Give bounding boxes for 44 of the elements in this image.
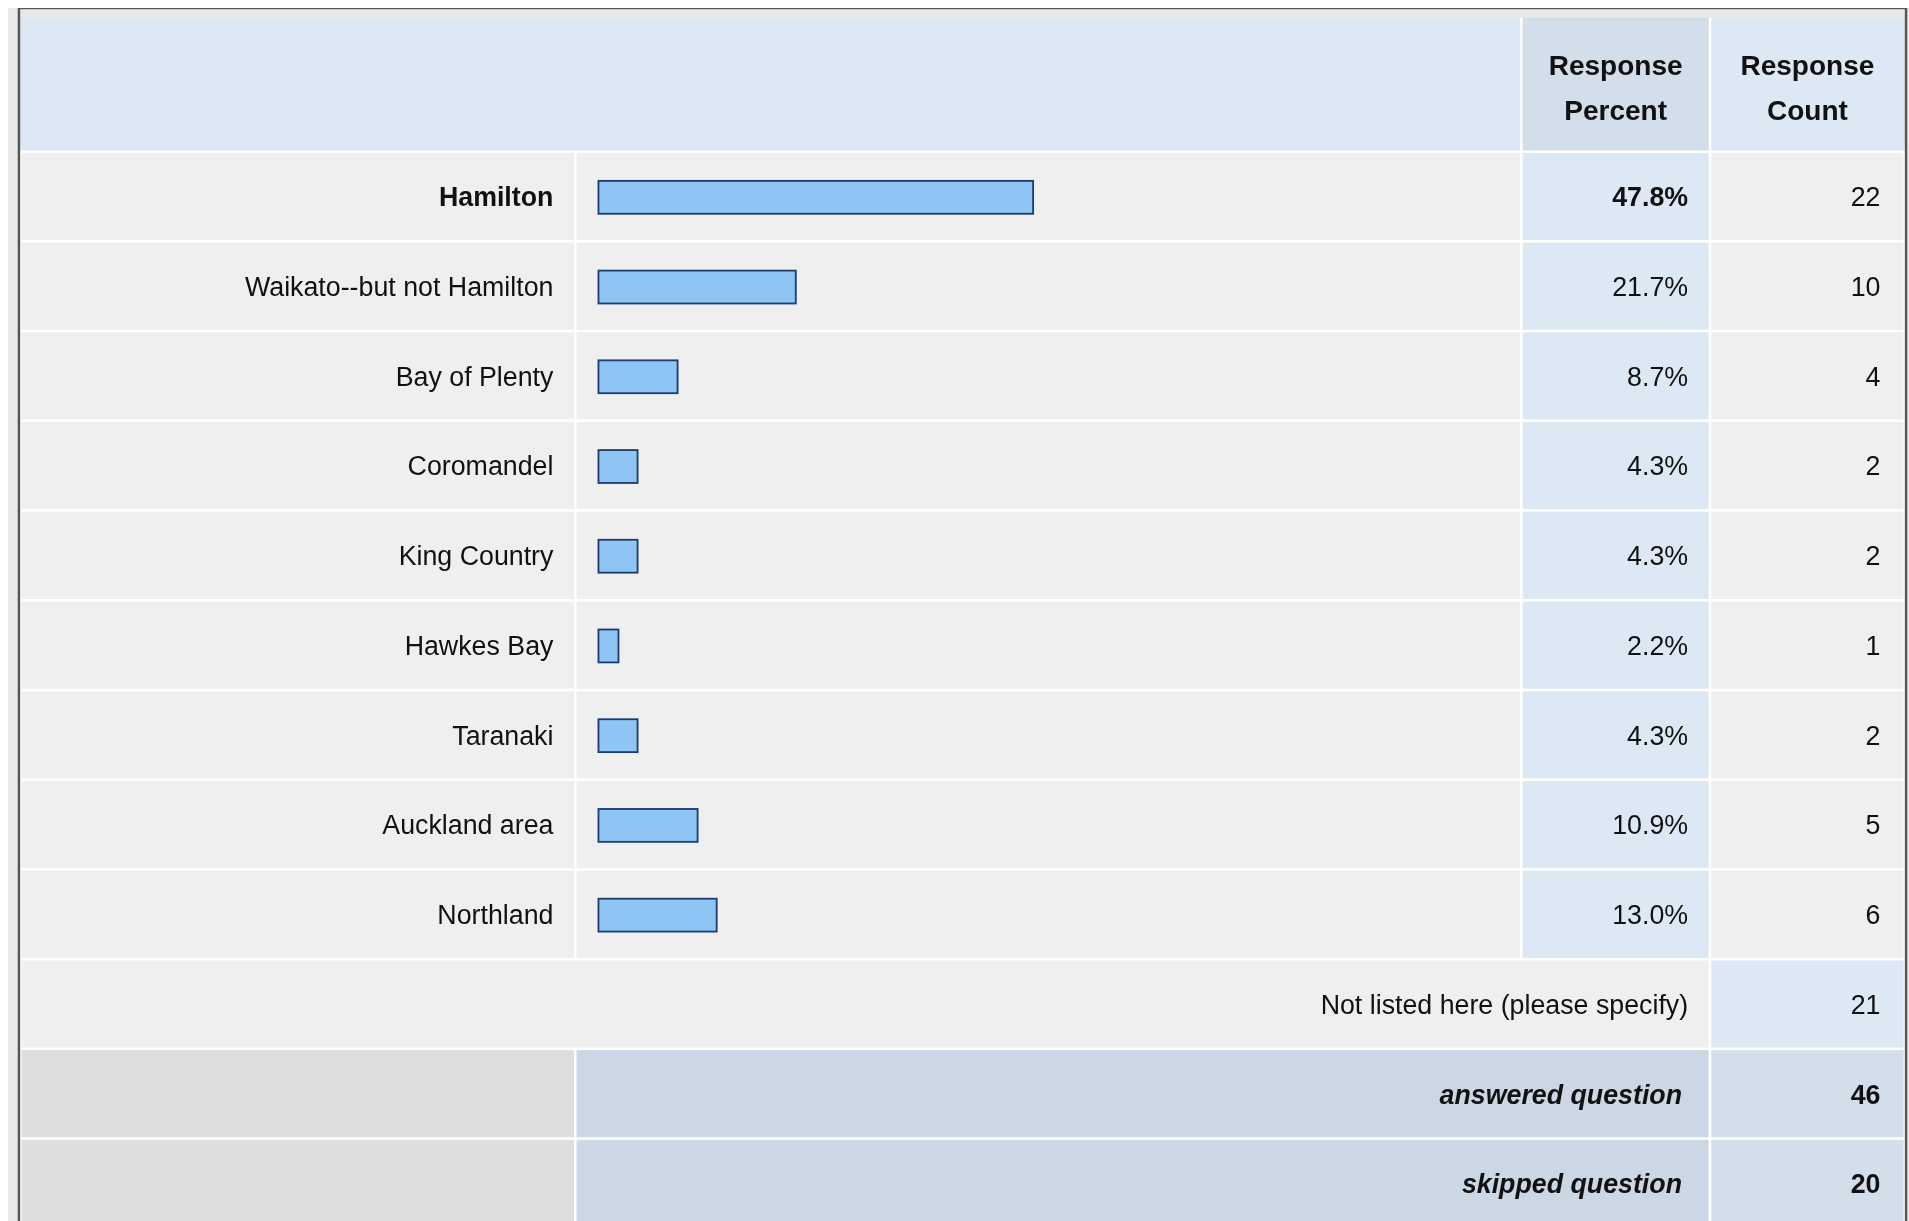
data-label: 13.0%	[1612, 900, 1689, 931]
text: 6	[1865, 900, 1881, 931]
text: 2	[1865, 541, 1881, 572]
bar	[597, 628, 620, 664]
text: skipped question	[1461, 1169, 1683, 1200]
text: Response Percent	[1548, 49, 1683, 127]
text: Not listed here (please specify)	[1320, 989, 1689, 1020]
text: answered question	[1439, 1079, 1683, 1110]
bar	[597, 179, 1035, 215]
text: 4	[1865, 361, 1881, 392]
bar	[597, 449, 639, 484]
bar	[597, 269, 797, 305]
data-label: 2.2%	[1627, 630, 1689, 661]
text: 20	[1850, 1169, 1881, 1200]
y-tick-label: Waikato--but not Hamilton	[245, 271, 554, 302]
y-tick-label: Coromandel	[407, 451, 554, 482]
y-tick-label: Auckland area	[382, 810, 554, 841]
text: 22	[1850, 182, 1881, 213]
text: Response Count	[1740, 49, 1875, 127]
bar	[597, 718, 639, 754]
text: 2	[1865, 720, 1881, 751]
y-tick-label: Taranaki	[452, 720, 554, 751]
y-tick-label: Hamilton	[438, 182, 554, 213]
text: 5	[1865, 810, 1881, 841]
bar	[597, 897, 718, 933]
data-label: 47.8%	[1612, 182, 1689, 213]
data-label: 21.7%	[1612, 271, 1689, 302]
text: 10	[1850, 271, 1881, 302]
data-label: 10.9%	[1612, 810, 1689, 841]
y-tick-label: Hawkes Bay	[404, 630, 555, 661]
bar	[597, 359, 679, 395]
y-tick-label: Northland	[437, 900, 554, 931]
text: 1	[1865, 630, 1881, 661]
text: 46	[1850, 1079, 1881, 1110]
data-label: 4.3%	[1627, 541, 1689, 572]
bar	[597, 808, 699, 843]
y-tick-label: Bay of Plenty	[395, 361, 555, 392]
data-label: 4.3%	[1627, 720, 1689, 751]
text: 2	[1865, 451, 1881, 482]
bar	[597, 538, 639, 574]
data-label: 4.3%	[1627, 451, 1689, 482]
text: 21	[1850, 989, 1881, 1020]
data-label: 8.7%	[1627, 361, 1689, 392]
y-tick-label: King Country	[398, 541, 555, 572]
